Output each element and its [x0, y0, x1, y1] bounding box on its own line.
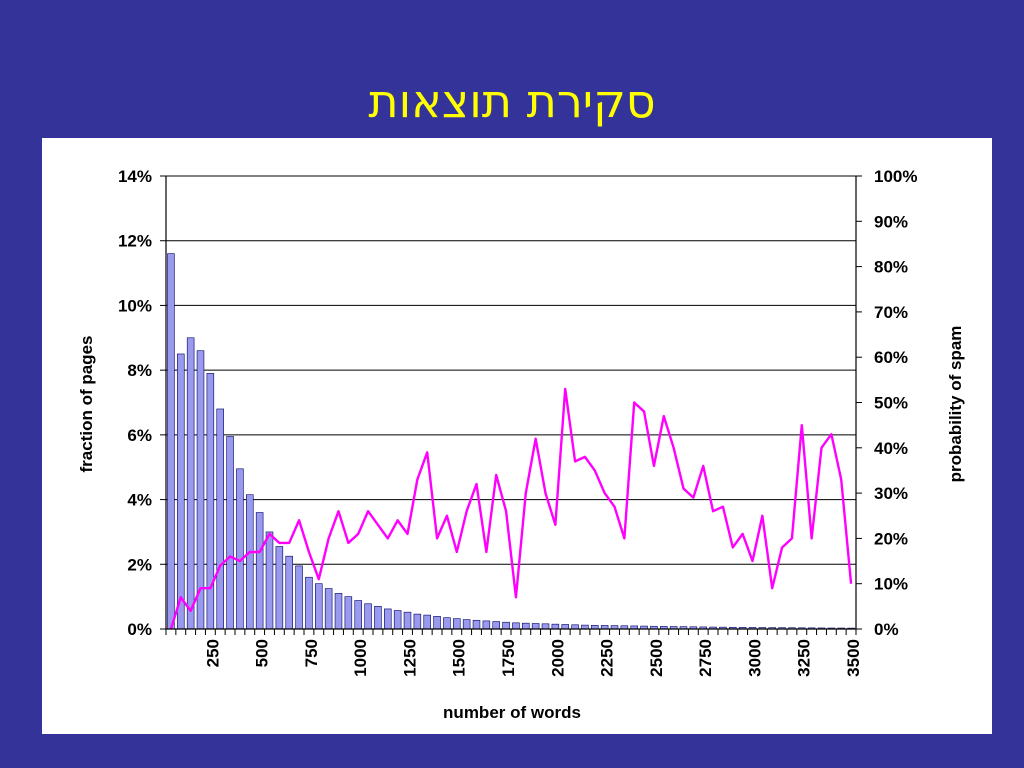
- bar: [551, 623, 560, 630]
- x-axis-ticks: 250 500 750 1000 1250 1500 1750 2000 2250 2500 275…: [165, 629, 863, 677]
- y-left-axis-title: fraction of pages: [77, 336, 96, 473]
- y-right-tick-label: 0%: [874, 620, 899, 639]
- bar: [482, 620, 491, 630]
- spam-probability-line: [169, 387, 853, 630]
- bar: [541, 623, 550, 630]
- y-right-tick-label: 30%: [874, 484, 908, 503]
- x-tick-label: 1250: [400, 639, 419, 677]
- bar: [384, 608, 392, 630]
- left-axis-ticks: 0% 2% 4% 6% 8% 10% 12% 14%: [118, 167, 166, 639]
- x-tick-label: 3250: [795, 639, 814, 677]
- bar: [433, 616, 441, 630]
- bar: [275, 546, 284, 630]
- bar: [462, 619, 471, 630]
- bar-series: [167, 253, 855, 630]
- bar: [531, 623, 540, 630]
- bar: [393, 610, 402, 630]
- x-tick-label: 250: [203, 639, 222, 667]
- bar: [413, 613, 422, 630]
- bar: [186, 337, 195, 630]
- y-left-tick-label: 4%: [127, 491, 152, 510]
- x-tick-label: 1000: [351, 639, 370, 677]
- chart-panel: 0% 2% 4% 6% 8% 10% 12% 14% 0% 10% 20% 30% 40% 50% 60%…: [42, 138, 992, 734]
- y-left-tick-label: 8%: [127, 361, 152, 380]
- bar: [443, 617, 451, 630]
- y-right-tick-label: 60%: [874, 348, 908, 367]
- y-right-tick-label: 90%: [874, 212, 908, 231]
- y-right-tick-label: 70%: [874, 303, 908, 322]
- y-right-tick-label: 80%: [874, 258, 908, 277]
- bar: [522, 622, 530, 630]
- x-tick-label: 2250: [598, 639, 617, 677]
- bar: [177, 353, 185, 630]
- bar: [305, 576, 313, 630]
- y-left-tick-label: 14%: [118, 167, 152, 186]
- bar: [315, 583, 323, 630]
- x-axis-title: number of words: [443, 703, 581, 722]
- x-tick-label: 2500: [647, 639, 666, 677]
- y-left-tick-label: 0%: [127, 620, 152, 639]
- x-tick-label: 3500: [844, 639, 863, 677]
- y-right-tick-label: 10%: [874, 575, 908, 594]
- slide-title: סקירת תוצאות: [368, 74, 656, 128]
- chart: 0% 2% 4% 6% 8% 10% 12% 14% 0% 10% 20% 30% 40% 50% 60%…: [77, 167, 965, 722]
- bar: [423, 614, 431, 630]
- bar: [226, 436, 234, 630]
- bar: [246, 494, 254, 630]
- bar: [472, 619, 481, 630]
- y-right-tick-label: 20%: [874, 529, 908, 548]
- bar: [354, 600, 362, 630]
- bar: [512, 622, 520, 630]
- y-left-tick-label: 10%: [118, 296, 152, 315]
- bar: [374, 606, 382, 630]
- bar: [295, 565, 303, 630]
- bar: [364, 603, 372, 630]
- bar: [561, 624, 569, 630]
- bar: [334, 593, 343, 630]
- bar: [236, 468, 244, 630]
- bar: [167, 253, 175, 630]
- x-tick-label: 2000: [548, 639, 567, 677]
- x-tick-label: 3000: [745, 639, 764, 677]
- y-left-tick-label: 12%: [118, 232, 152, 251]
- grid-lines: [166, 175, 856, 565]
- y-right-tick-label: 50%: [874, 394, 908, 413]
- x-tick-label: 2750: [696, 639, 715, 677]
- x-tick-label: 1500: [450, 639, 469, 677]
- bar: [265, 531, 274, 630]
- x-tick-label: 1750: [499, 639, 518, 677]
- right-axis-ticks: 0% 10% 20% 30% 40% 50% 60% 70% 80% 90% 100%: [856, 167, 917, 639]
- y-left-tick-label: 2%: [127, 555, 152, 574]
- bar: [206, 373, 215, 630]
- y-left-tick-label: 6%: [127, 426, 152, 445]
- bar: [324, 588, 333, 630]
- bar: [502, 621, 510, 630]
- bar: [344, 596, 353, 630]
- bar: [403, 611, 412, 630]
- y-right-tick-label: 100%: [874, 167, 917, 186]
- bar: [571, 624, 579, 630]
- line-series: [169, 387, 853, 630]
- y-right-axis-title: probability of spam: [946, 326, 965, 483]
- bar: [492, 621, 500, 630]
- x-tick-label: 750: [302, 639, 321, 667]
- x-tick-label: 500: [253, 639, 272, 667]
- bar: [216, 408, 224, 630]
- y-right-tick-label: 40%: [874, 439, 908, 458]
- bar: [255, 512, 264, 630]
- bar: [285, 555, 293, 630]
- bar: [453, 618, 461, 630]
